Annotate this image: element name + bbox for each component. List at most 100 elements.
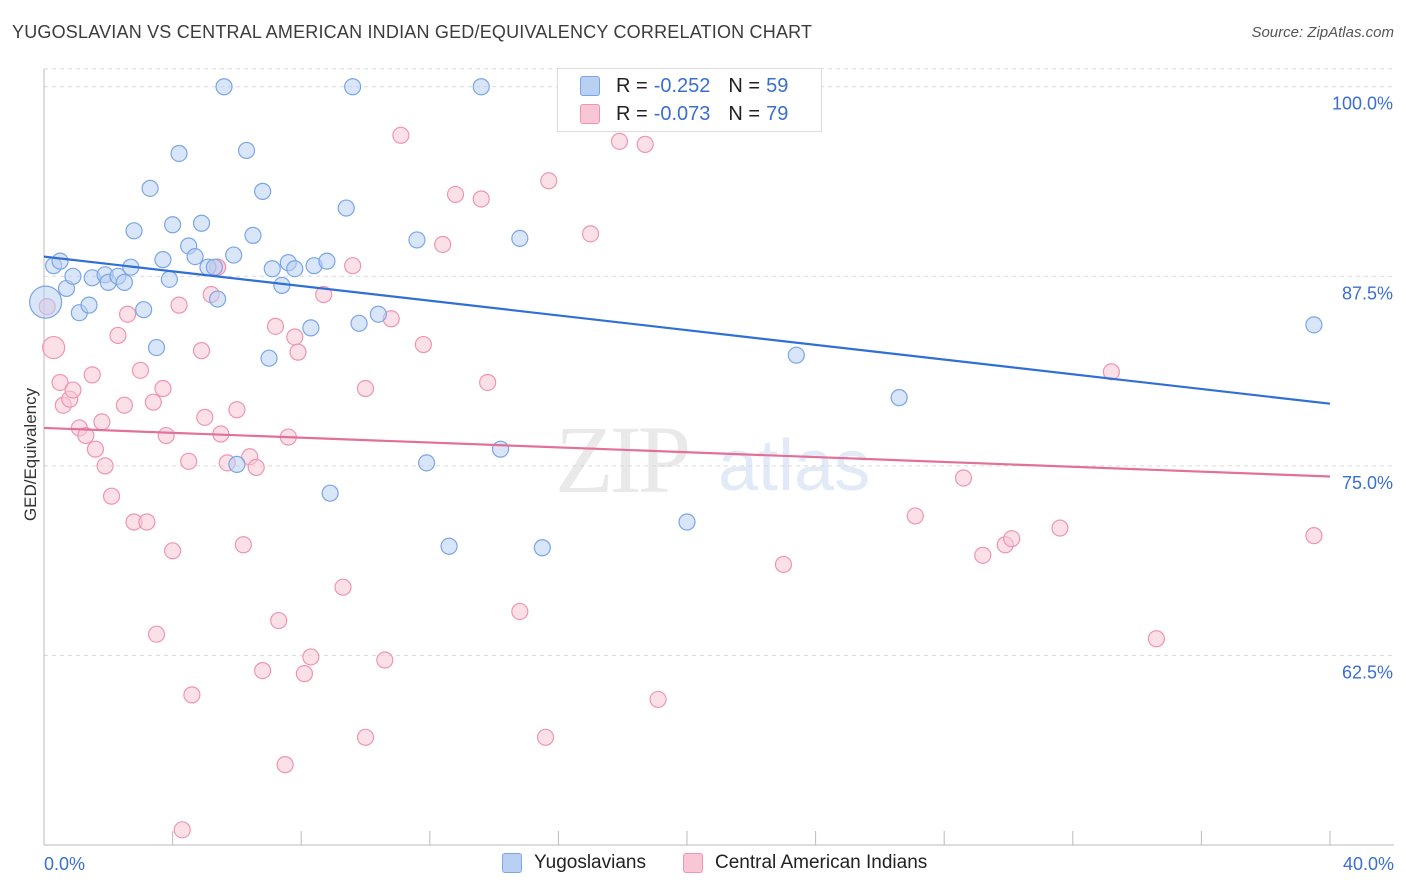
data-point — [254, 662, 272, 680]
data-point — [93, 413, 111, 431]
watermark-zip: ZIP — [555, 406, 688, 513]
stats-legend: R = -0.252 N = 59 R = -0.073 N = 79 — [557, 68, 822, 132]
data-point — [540, 172, 558, 190]
y-tick-label: 87.5% — [1342, 283, 1393, 303]
data-point — [83, 366, 101, 384]
data-point — [237, 141, 256, 160]
data-point — [228, 401, 246, 419]
data-point — [180, 452, 198, 470]
data-point — [276, 756, 294, 774]
watermark-atlas: atlas — [718, 426, 870, 506]
trend-lines — [43, 255, 1331, 478]
data-point — [183, 686, 201, 704]
data-point — [102, 487, 121, 505]
data-point — [109, 326, 127, 345]
r-label: R = — [616, 74, 648, 97]
data-point — [138, 513, 156, 531]
data-point — [1305, 316, 1323, 334]
data-point — [774, 555, 793, 574]
data-point — [29, 285, 63, 319]
data-point — [392, 126, 410, 144]
data-point — [906, 507, 924, 525]
data-point — [141, 179, 159, 197]
source-label: Source: ZipAtlas.com — [1251, 24, 1394, 41]
data-point — [295, 665, 314, 683]
data-point — [96, 457, 114, 475]
n-label: N = — [728, 74, 761, 97]
data-point — [787, 346, 805, 364]
legend-label: Central American Indians — [715, 852, 928, 873]
data-point — [263, 260, 281, 278]
y-tick-label: 75.0% — [1342, 473, 1393, 493]
data-point — [160, 270, 178, 288]
data-point — [234, 536, 252, 554]
pink-swatch — [683, 853, 703, 873]
data-point — [337, 199, 355, 217]
data-point — [302, 648, 320, 666]
data-point — [1147, 630, 1165, 648]
data-point — [472, 190, 490, 208]
data-point — [302, 319, 320, 337]
data-point — [64, 267, 82, 285]
data-point — [1003, 530, 1021, 548]
legend-item-central-american-indians: Central American Indians — [683, 852, 927, 874]
series-yugoslavians — [29, 78, 1323, 557]
y-tick-label: 62.5% — [1342, 662, 1393, 682]
data-point — [408, 231, 426, 249]
data-point — [147, 338, 166, 357]
data-point — [157, 426, 175, 445]
series-central-american-indians — [38, 78, 1323, 839]
data-point — [479, 373, 497, 392]
data-point — [954, 469, 973, 487]
data-point — [511, 602, 529, 621]
data-point — [289, 343, 307, 361]
data-point — [115, 396, 133, 414]
data-point — [154, 251, 172, 269]
data-point — [344, 257, 362, 275]
data-point — [228, 455, 246, 473]
stats-row-yugoslavians: R = -0.252 N = 59 — [580, 73, 788, 99]
n-label: N = — [728, 102, 761, 125]
r-label: R = — [616, 102, 648, 125]
series-legend: Yugoslavians Central American Indians — [0, 852, 1406, 878]
data-point — [533, 539, 551, 557]
data-point — [247, 458, 265, 476]
y-axis-title: GED/Equivalency — [21, 387, 40, 521]
data-point — [440, 537, 458, 555]
y-tick-label: 100.0% — [1332, 94, 1393, 114]
data-point — [536, 728, 555, 746]
data-point — [170, 144, 188, 163]
data-point — [225, 246, 243, 264]
data-point — [286, 328, 304, 346]
data-point — [414, 335, 432, 354]
data-point — [192, 342, 211, 360]
data-point — [86, 440, 105, 458]
data-point — [356, 379, 375, 398]
data-point — [51, 252, 69, 270]
data-point — [356, 728, 375, 746]
data-point — [511, 229, 529, 247]
data-point — [147, 625, 166, 643]
data-point — [417, 454, 436, 472]
x-tick-label: 0.0% — [44, 854, 85, 874]
data-point — [186, 247, 204, 266]
data-point — [42, 335, 66, 360]
stats-row-central-american-indians: R = -0.073 N = 79 — [580, 101, 788, 127]
data-point — [446, 185, 465, 204]
data-point — [344, 78, 362, 96]
legend-label: Yugoslavians — [534, 852, 646, 873]
data-point — [286, 260, 304, 278]
data-point — [491, 440, 510, 458]
data-point — [154, 379, 172, 398]
data-point — [170, 296, 188, 314]
chart-title: YUGOSLAVIAN VS CENTRAL AMERICAN INDIAN G… — [12, 22, 813, 42]
r-value: -0.073 — [653, 102, 711, 125]
data-point — [1102, 363, 1120, 381]
data-point — [610, 132, 629, 150]
axes — [43, 69, 1394, 846]
r-value: -0.252 — [653, 74, 711, 97]
data-point — [270, 611, 288, 630]
data-point — [115, 273, 133, 291]
data-point — [318, 252, 336, 270]
